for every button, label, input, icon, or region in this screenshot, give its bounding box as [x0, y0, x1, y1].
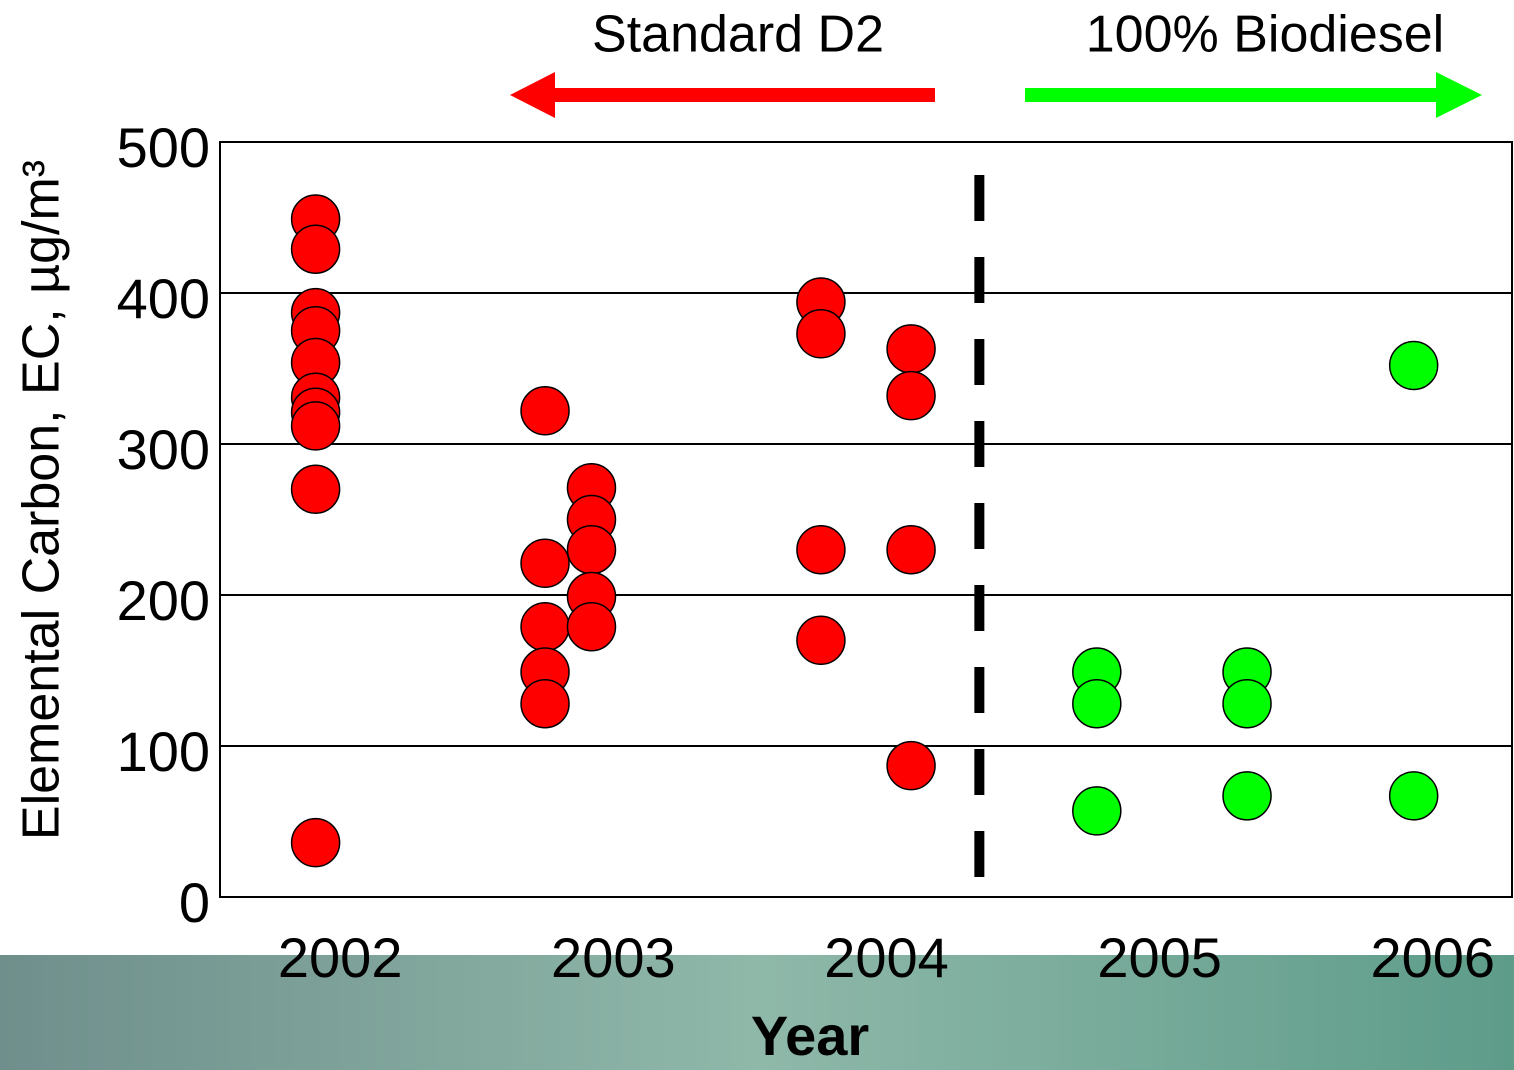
- point: [887, 372, 935, 420]
- point: [292, 465, 340, 513]
- y-tick-label: 300: [117, 418, 210, 481]
- point: [521, 680, 569, 728]
- point: [887, 742, 935, 790]
- point: [521, 539, 569, 587]
- point: [567, 603, 615, 651]
- point: [292, 819, 340, 867]
- x-tick-label: 2002: [278, 926, 403, 989]
- point: [1073, 680, 1121, 728]
- series-label: Standard D2: [592, 6, 884, 64]
- point: [797, 310, 845, 358]
- y-axis-label: Elemental Carbon, EC, µg/m³: [13, 160, 71, 840]
- point: [1390, 772, 1438, 820]
- point: [1223, 772, 1271, 820]
- point: [1390, 341, 1438, 389]
- point: [1223, 680, 1271, 728]
- x-tick-label: 2004: [824, 926, 949, 989]
- point: [567, 526, 615, 574]
- x-axis-label: Year: [751, 1004, 869, 1067]
- point: [1073, 787, 1121, 835]
- y-tick-label: 500: [117, 116, 210, 179]
- point: [521, 603, 569, 651]
- arrow-head: [1436, 72, 1482, 118]
- point: [292, 402, 340, 450]
- point: [887, 325, 935, 373]
- chart: Elemental Carbon, EC, µg/m³ Year Standar…: [0, 0, 1514, 1070]
- y-tick-label: 200: [117, 569, 210, 632]
- y-tick-label: 400: [117, 267, 210, 330]
- series-label: 100% Biodiesel: [1086, 6, 1444, 64]
- point: [797, 526, 845, 574]
- x-tick-label: 2003: [551, 926, 676, 989]
- y-tick-label: 0: [179, 871, 210, 934]
- x-tick-label: 2006: [1370, 926, 1495, 989]
- point: [521, 387, 569, 435]
- x-tick-label: 2005: [1097, 926, 1222, 989]
- y-tick-label: 100: [117, 720, 210, 783]
- point: [797, 616, 845, 664]
- arrow-head: [510, 72, 555, 118]
- point: [887, 526, 935, 574]
- point: [292, 225, 340, 273]
- plot-frame: [220, 142, 1512, 897]
